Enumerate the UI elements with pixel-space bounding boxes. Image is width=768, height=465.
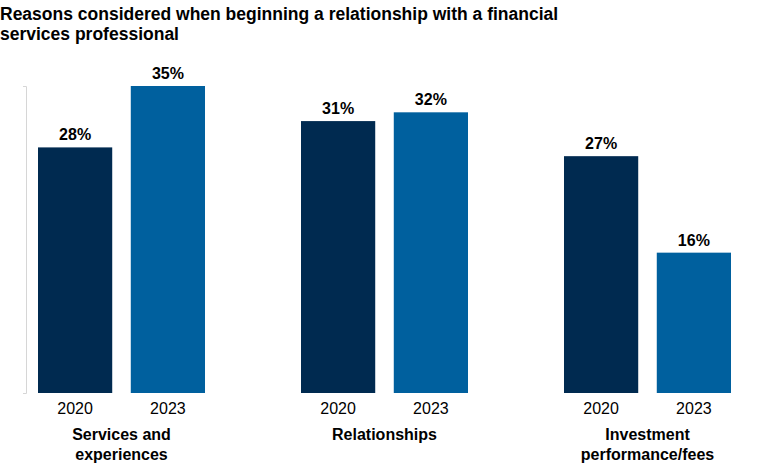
text-line: performance/fees xyxy=(581,446,714,463)
bar xyxy=(38,147,112,393)
data-labels: 28% 31% 27% 35% 32% 16% xyxy=(59,65,710,249)
series-axis: 2020 2023 xyxy=(320,400,448,417)
axis-line xyxy=(23,87,27,394)
tick-mark xyxy=(23,86,26,87)
text-line: Reasons considered when beginning a rela… xyxy=(0,4,558,24)
text-line: services professional xyxy=(0,24,179,44)
tick xyxy=(23,393,26,394)
tick: Investment performance/fees xyxy=(581,426,714,463)
tick xyxy=(23,86,26,87)
tick: Relationships xyxy=(332,426,437,443)
tick: 2020 xyxy=(320,400,356,417)
series-label: 2020 xyxy=(57,400,93,417)
category-label: Investment performance/fees xyxy=(581,426,714,463)
x-axis: Services and experiences Relationships Inve… xyxy=(72,426,714,463)
data-label: 28% xyxy=(59,126,91,143)
series-label: 2023 xyxy=(150,400,186,417)
tick-mark xyxy=(23,393,26,394)
data-label: 32% xyxy=(415,91,447,108)
series-axis: 2020 2023 xyxy=(57,400,185,417)
tick: 2023 xyxy=(150,400,186,417)
tick: 2020 xyxy=(583,400,619,417)
bar xyxy=(564,156,638,393)
series-label: 2023 xyxy=(413,400,449,417)
series-label: 2023 xyxy=(676,400,712,417)
tick: 2023 xyxy=(676,400,712,417)
series-label: 2020 xyxy=(583,400,619,417)
title: Reasons considered when beginning a rela… xyxy=(0,4,558,44)
category-label: Relationships xyxy=(332,426,437,443)
series xyxy=(131,86,731,393)
series xyxy=(38,121,638,393)
data-label: 16% xyxy=(678,232,710,249)
bar xyxy=(394,112,468,393)
text-line: Relationships xyxy=(332,426,437,443)
tick: 2023 xyxy=(413,400,449,417)
data-label: 27% xyxy=(585,135,617,152)
text-line: Services and xyxy=(72,426,171,443)
series-axis: 2020 2023 xyxy=(583,400,711,417)
chart: Reasons considered when beginning a rela… xyxy=(0,0,768,465)
series-label: 2020 xyxy=(320,400,356,417)
tick: Services and experiences xyxy=(72,426,171,463)
bars xyxy=(38,86,731,393)
text-line: Investment xyxy=(605,426,690,443)
bar xyxy=(657,253,731,393)
text-line: experiences xyxy=(75,446,168,463)
bar xyxy=(301,121,375,393)
bar xyxy=(131,86,205,393)
category-label: Services and experiences xyxy=(72,426,171,463)
tick: 2020 xyxy=(57,400,93,417)
data-label: 31% xyxy=(322,100,354,117)
data-label: 35% xyxy=(152,65,184,82)
y-axis xyxy=(23,87,27,394)
